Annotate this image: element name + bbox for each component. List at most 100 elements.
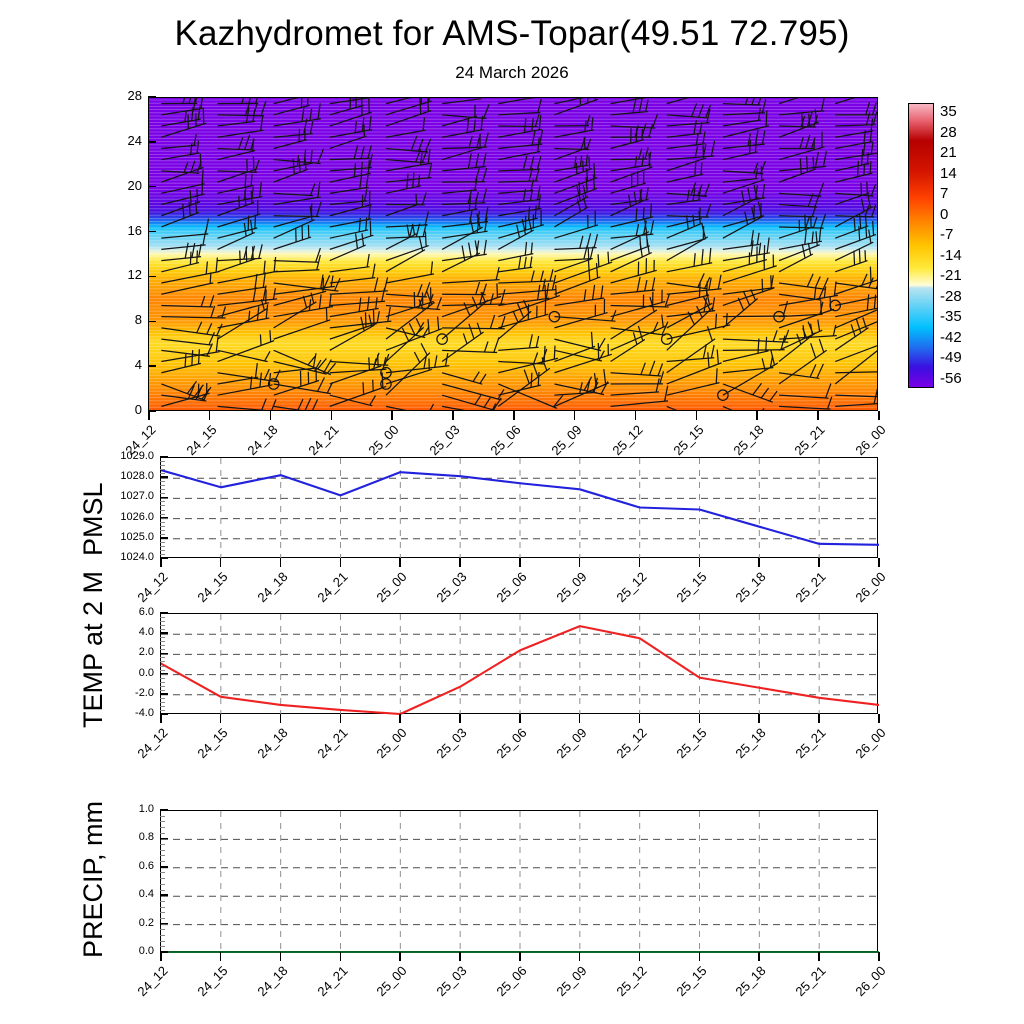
x-tick-label: 24_18: [254, 725, 291, 762]
y-minor-tick: [160, 697, 165, 699]
y-minor-tick: [160, 629, 165, 631]
x-tick-label: 25_12: [613, 569, 650, 606]
y-tick-mark: [160, 713, 168, 715]
colorbar-tick-label: 0: [940, 205, 949, 223]
y-minor-tick: [160, 815, 165, 817]
x-tick-mark: [519, 952, 521, 961]
y-minor-tick: [160, 912, 165, 914]
y-tick-mark: [160, 652, 168, 655]
colorbar-tick-label: -56: [940, 370, 962, 387]
y-minor-tick: [160, 505, 165, 507]
y-tick-mark: [160, 693, 168, 695]
y-minor-tick: [160, 553, 165, 555]
y-minor-tick: [160, 946, 165, 948]
y-tick-label: 1027.0: [120, 490, 154, 503]
y-minor-tick: [160, 473, 165, 475]
colorbar-tick-label: 28: [940, 123, 957, 141]
y-minor-tick: [160, 469, 165, 471]
y-minor-tick: [160, 621, 165, 623]
temperature-colorbar: [908, 103, 934, 388]
x-tick-mark: [279, 558, 282, 567]
x-tick-mark: [339, 558, 341, 567]
y-minor-tick: [160, 461, 165, 463]
y-tick-label: 20: [127, 177, 142, 193]
x-tick-mark: [452, 411, 454, 420]
x-tick-mark: [459, 952, 461, 961]
x-tick-mark: [578, 558, 581, 567]
y-tick-label: 1025.0: [120, 530, 154, 543]
y-tick-mark: [148, 365, 156, 367]
x-tick-mark: [519, 558, 521, 567]
y-minor-tick: [160, 521, 165, 523]
y-tick-label: 0.4: [138, 888, 154, 901]
x-tick-label: 25_00: [373, 963, 410, 1000]
y-minor-tick: [160, 533, 165, 535]
y-minor-tick: [160, 661, 165, 663]
y-tick-mark: [160, 537, 168, 539]
y-minor-tick: [160, 906, 165, 908]
x-tick-mark: [758, 952, 760, 961]
x-tick-mark: [219, 952, 222, 961]
y-minor-tick: [160, 832, 165, 834]
colorbar-tick-label: -21: [940, 267, 962, 285]
y-minor-tick: [160, 545, 165, 547]
y-tick-mark: [160, 557, 168, 559]
y-minor-tick: [160, 641, 165, 643]
y-tick-mark: [160, 672, 168, 675]
page-subtitle: 24 March 2026: [455, 63, 569, 82]
x-tick-mark: [208, 411, 211, 420]
y-minor-tick: [160, 821, 165, 823]
y-tick-label: 0.6: [138, 859, 154, 872]
y-tick-label: 2.0: [138, 646, 154, 659]
x-tick-mark: [818, 714, 820, 723]
x-tick-label: 25_06: [493, 569, 530, 606]
y-minor-tick: [160, 509, 165, 511]
x-tick-mark: [219, 714, 222, 723]
y-tick-mark: [160, 632, 168, 634]
pmsl-line-chart: [159, 458, 881, 559]
x-tick-label: 24_12: [134, 725, 171, 762]
y-minor-tick: [160, 685, 165, 687]
y-minor-tick: [160, 701, 165, 703]
x-tick-label: 26_00: [852, 569, 889, 606]
y-tick-label: 6.0: [138, 606, 154, 618]
y-tick-mark: [148, 185, 156, 188]
y-tick-label: 0.8: [138, 831, 154, 844]
y-minor-tick: [160, 657, 165, 659]
x-tick-mark: [339, 714, 341, 723]
x-tick-label: 25_03: [433, 725, 470, 762]
x-tick-mark: [695, 411, 697, 420]
x-tick-mark: [638, 714, 641, 723]
y-minor-tick: [160, 878, 165, 880]
x-tick-label: 25_06: [493, 725, 530, 762]
x-tick-mark: [878, 952, 880, 961]
x-tick-mark: [160, 714, 162, 723]
x-tick-mark: [573, 411, 576, 420]
y-minor-tick: [160, 513, 165, 515]
page-title: Kazhydromet for AMS-Topar(49.51 72.795): [174, 14, 850, 53]
x-tick-label: 24_15: [194, 725, 231, 762]
y-tick-label: 4: [134, 357, 142, 373]
y-tick-mark: [160, 516, 168, 519]
temp2m-line-chart: [159, 614, 881, 716]
y-minor-tick: [160, 493, 165, 495]
x-tick-mark: [817, 411, 819, 420]
y-minor-tick: [160, 940, 165, 942]
y-minor-tick: [160, 929, 165, 931]
wind-barb-overlay: [149, 98, 877, 410]
y-minor-tick: [160, 872, 165, 874]
y-minor-tick: [160, 481, 165, 483]
y-tick-mark: [160, 496, 168, 499]
x-tick-mark: [269, 411, 272, 420]
x-tick-mark: [818, 952, 820, 961]
x-tick-label: 25_03: [433, 963, 470, 1000]
pmsl-panel: [159, 457, 881, 559]
y-minor-tick: [160, 669, 165, 671]
y-minor-tick: [160, 501, 165, 503]
x-tick-label: 25_21: [792, 963, 829, 1000]
y-tick-label: 0.2: [138, 916, 154, 929]
x-tick-mark: [878, 714, 880, 723]
x-tick-mark: [758, 714, 760, 723]
y-tick-mark: [160, 612, 168, 614]
y-minor-tick: [160, 617, 165, 619]
